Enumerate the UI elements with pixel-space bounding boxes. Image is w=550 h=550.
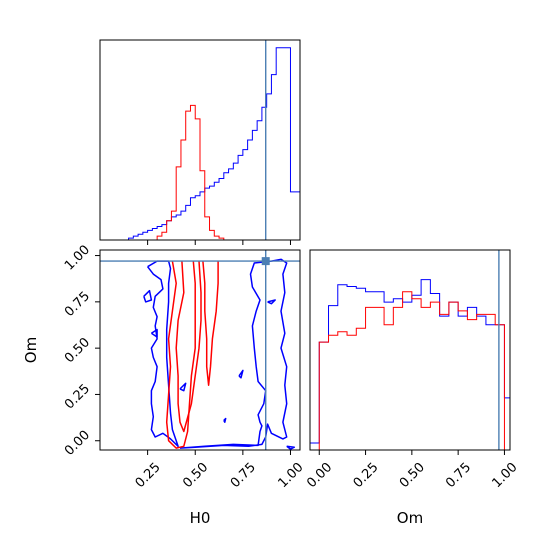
contour-line-1-2 [202, 261, 219, 386]
contour-line-0-6 [267, 299, 276, 305]
contour-line-0-1 [179, 258, 288, 449]
x-tick-label: 0.50 [180, 460, 211, 491]
x-tick-label: 1.00 [275, 460, 306, 491]
om-histogram-line-1 [318, 291, 505, 450]
h0-histogram-panel [99, 39, 301, 245]
y-tick-label: 0.25 [62, 381, 93, 412]
h0-histogram-line-1 [156, 104, 225, 240]
y-tick-label: 1.00 [62, 243, 93, 274]
om-histogram-line-0 [309, 279, 511, 450]
contour-line-1-1 [175, 261, 202, 433]
h0-histogram-line-0 [128, 47, 301, 240]
h0-histogram-ticks [147, 240, 291, 245]
joint-contour-ticks: 0.25 0.50 0.75 1.00 0.00 0.25 0.50 0.75 1.00 [62, 243, 307, 492]
contour-line-0-8 [286, 445, 296, 450]
contour-line-0-0 [147, 260, 179, 448]
h0-histogram-frame [99, 39, 301, 241]
om-histogram-series [309, 279, 511, 450]
x-axis-label-h0: H0 [190, 509, 211, 527]
y-tick-label: 0.00 [62, 428, 93, 459]
y-axis-label-om: Om [22, 337, 40, 363]
joint-contour-frame [99, 249, 301, 451]
h0-histogram-series [128, 47, 301, 240]
contour-line-0-7 [223, 417, 227, 423]
y-tick-label: 0.75 [62, 289, 93, 320]
x-tick-label: 0.25 [133, 460, 164, 491]
om-histogram-panel: 0.00 0.25 0.50 0.75 1.00 Om [304, 249, 521, 527]
x-axis-label-om: Om [397, 509, 423, 527]
om-histogram-frame [309, 249, 511, 451]
x-tick-label: 0.00 [304, 460, 335, 491]
om-histogram-ticks: 0.00 0.25 0.50 0.75 1.00 [304, 450, 521, 491]
x-tick-label: 0.50 [397, 460, 428, 491]
joint-contour-series [143, 258, 296, 450]
y-tick-label: 0.50 [62, 335, 93, 366]
joint-truth-marker [100, 250, 300, 450]
contour-line-0-3 [150, 328, 158, 338]
contour-line-1-0 [165, 260, 196, 449]
x-tick-label: 1.00 [489, 460, 520, 491]
x-tick-label: 0.25 [351, 460, 382, 491]
contour-line-0-4 [179, 382, 187, 392]
contour-line-0-2 [143, 289, 153, 303]
contour-line-0-5 [238, 369, 244, 379]
joint-truth-point [261, 257, 270, 266]
joint-contour-panel: 0.25 0.50 0.75 1.000.000.250.500.751.00 H0 … [22, 243, 307, 527]
x-tick-label: 0.75 [443, 460, 474, 491]
x-tick-label: 0.75 [228, 460, 259, 491]
